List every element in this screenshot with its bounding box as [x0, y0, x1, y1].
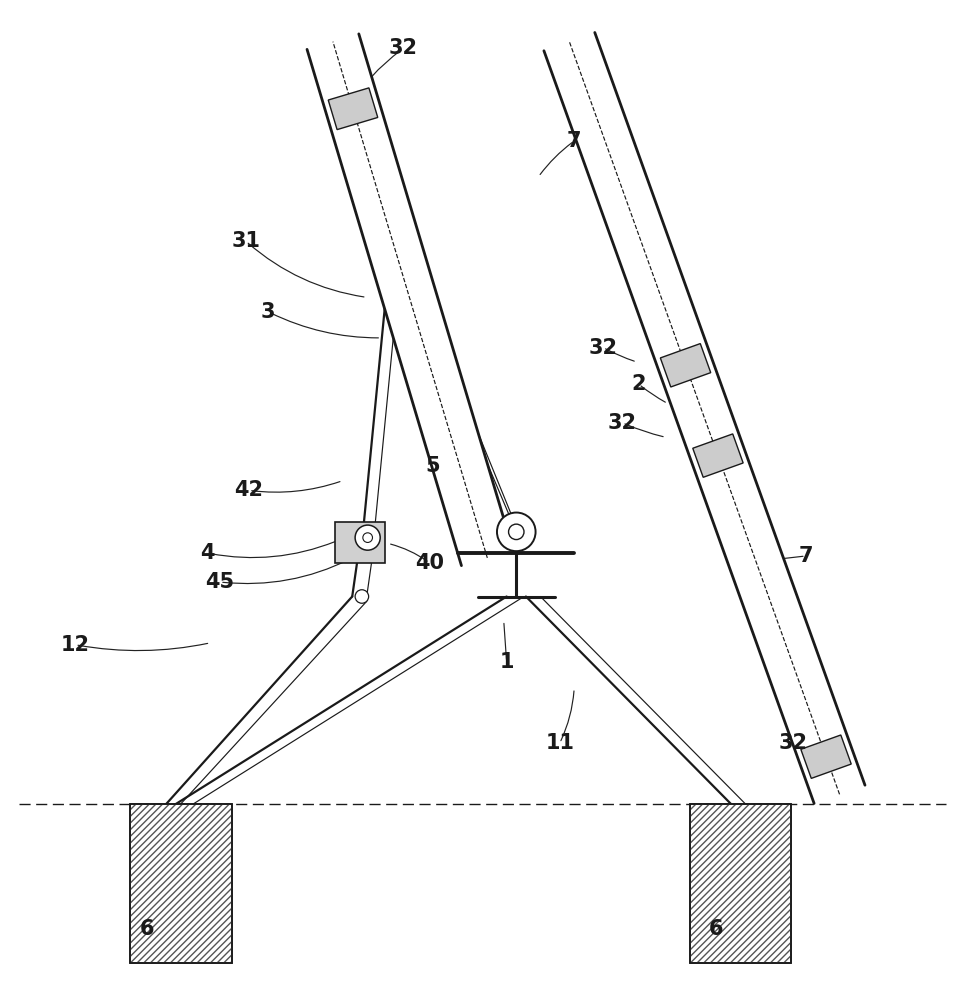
- Text: 7: 7: [566, 131, 582, 151]
- Text: 32: 32: [608, 413, 637, 433]
- Bar: [130, 804, 232, 963]
- Text: 6: 6: [708, 919, 724, 939]
- Text: 3: 3: [261, 302, 276, 322]
- Text: 11: 11: [545, 733, 574, 753]
- Text: 12: 12: [61, 635, 90, 655]
- Circle shape: [497, 513, 536, 551]
- Polygon shape: [328, 88, 377, 130]
- Bar: [130, 804, 232, 963]
- Bar: [130, 804, 232, 963]
- Text: 42: 42: [234, 480, 263, 500]
- Text: 32: 32: [589, 338, 618, 358]
- Polygon shape: [660, 344, 711, 387]
- Text: 1: 1: [499, 652, 514, 672]
- Text: 45: 45: [206, 572, 234, 592]
- Text: 4: 4: [200, 543, 215, 563]
- Polygon shape: [693, 434, 743, 477]
- Polygon shape: [801, 735, 851, 778]
- Text: 5: 5: [425, 456, 440, 476]
- Text: 32: 32: [389, 38, 418, 58]
- Bar: [690, 804, 791, 963]
- Text: 32: 32: [779, 733, 808, 753]
- Circle shape: [509, 524, 524, 540]
- Polygon shape: [307, 34, 513, 566]
- Bar: [690, 804, 791, 963]
- Bar: [335, 522, 385, 563]
- Circle shape: [363, 533, 372, 542]
- Polygon shape: [544, 32, 865, 803]
- Text: 7: 7: [798, 546, 813, 566]
- Text: 6: 6: [139, 919, 154, 939]
- Text: 31: 31: [232, 231, 261, 251]
- Text: 40: 40: [415, 553, 444, 573]
- Text: 2: 2: [631, 374, 647, 394]
- Circle shape: [355, 590, 369, 603]
- Circle shape: [355, 525, 380, 550]
- Bar: [690, 804, 791, 963]
